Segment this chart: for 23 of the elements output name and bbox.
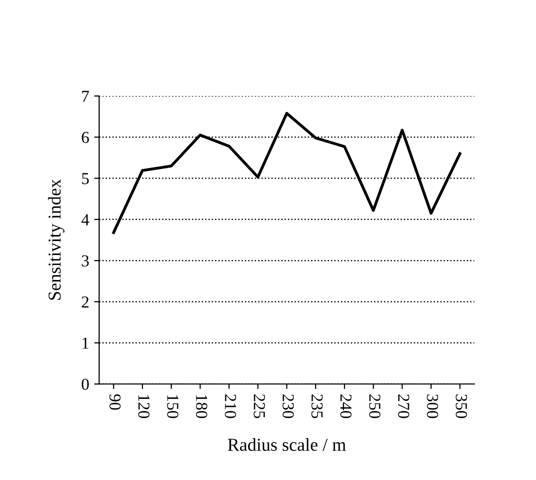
y-tick-label: 7 — [82, 90, 89, 102]
y-tick-label: 6 — [82, 132, 89, 144]
x-tick-label: 270 — [398, 394, 410, 418]
y-axis-title: Sensitivity index — [48, 179, 64, 300]
x-tick-label: 230 — [282, 394, 294, 418]
x-tick-label: 250 — [369, 394, 380, 418]
x-tick-label: 210 — [224, 394, 236, 418]
y-tick-label: 4 — [81, 214, 90, 226]
x-tick-label: 235 — [311, 394, 323, 418]
y-tick-label: 2 — [82, 296, 89, 308]
x-tick-label: 240 — [340, 394, 352, 418]
x-axis-title: Radius scale / m — [228, 438, 346, 451]
x-tick-label: 350 — [456, 394, 468, 418]
x-tick-label: 90 — [109, 394, 121, 410]
x-tick-label: 120 — [138, 395, 150, 418]
x-tick-label: 150 — [167, 395, 178, 418]
x-tick-label: 180 — [196, 395, 208, 418]
x-tick-label: 300 — [426, 394, 438, 418]
y-tick-label: 0 — [82, 378, 89, 390]
y-tick-label: 3 — [82, 255, 89, 267]
y-tick-label: 1 — [82, 338, 88, 349]
y-tick-label: 5 — [82, 173, 89, 184]
x-tick-label: 225 — [254, 394, 265, 418]
